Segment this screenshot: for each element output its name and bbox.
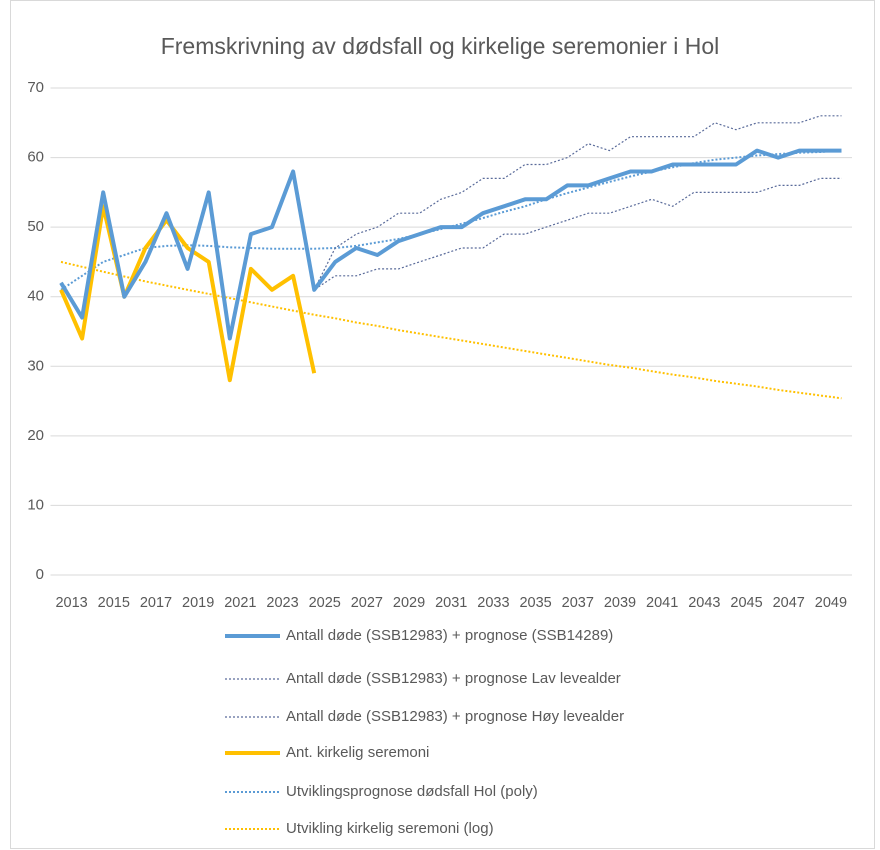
y-tick-label: 20 bbox=[27, 427, 44, 444]
x-tick-label: 2025 bbox=[309, 595, 341, 611]
y-tick-label: 70 bbox=[27, 79, 44, 96]
x-tick-label: 2019 bbox=[182, 595, 214, 611]
series-line bbox=[60, 260, 842, 400]
chart-title: Fremskrivning av dødsfall og kirkelige s… bbox=[161, 33, 720, 59]
y-tick-label: 0 bbox=[36, 566, 44, 583]
x-tick-label: 2041 bbox=[646, 595, 678, 611]
legend-label: Ant. kirkelig seremoni bbox=[286, 744, 429, 761]
x-tick-label: 2037 bbox=[562, 595, 594, 611]
x-tick-label: 2049 bbox=[815, 595, 847, 611]
legend-label: Antall døde (SSB12983) + prognose (SSB14… bbox=[286, 627, 613, 644]
x-tick-label: 2033 bbox=[477, 595, 509, 611]
y-tick-label: 60 bbox=[27, 149, 44, 166]
series-line bbox=[59, 148, 842, 341]
x-tick-label: 2045 bbox=[730, 595, 762, 611]
x-tick-label: 2039 bbox=[604, 595, 636, 611]
x-tick-label: 2027 bbox=[351, 595, 383, 611]
y-tick-label: 50 bbox=[27, 218, 44, 235]
chart-frame bbox=[10, 0, 875, 849]
x-tick-label: 2029 bbox=[393, 595, 425, 611]
y-tick-label: 10 bbox=[27, 496, 44, 513]
series-line bbox=[59, 204, 317, 383]
legend-label: Utviklingsprognose dødsfall Hol (poly) bbox=[286, 783, 538, 800]
x-tick-label: 2035 bbox=[519, 595, 551, 611]
series-line bbox=[60, 149, 842, 291]
x-tick-label: 2015 bbox=[98, 595, 130, 611]
x-tick-label: 2043 bbox=[688, 595, 720, 611]
x-tick-label: 2017 bbox=[140, 595, 172, 611]
legend-label: Antall døde (SSB12983) + prognose Høy le… bbox=[286, 708, 624, 725]
x-tick-label: 2047 bbox=[773, 595, 805, 611]
x-tick-label: 2021 bbox=[224, 595, 256, 611]
y-tick-label: 40 bbox=[27, 288, 44, 305]
legend-label: Antall døde (SSB12983) + prognose Lav le… bbox=[286, 670, 621, 687]
y-tick-label: 30 bbox=[27, 357, 44, 374]
x-tick-label: 2023 bbox=[266, 595, 298, 611]
x-tick-label: 2013 bbox=[55, 595, 87, 611]
x-tick-label: 2031 bbox=[435, 595, 467, 611]
legend-label: Utvikling kirkelig seremoni (log) bbox=[286, 820, 494, 837]
